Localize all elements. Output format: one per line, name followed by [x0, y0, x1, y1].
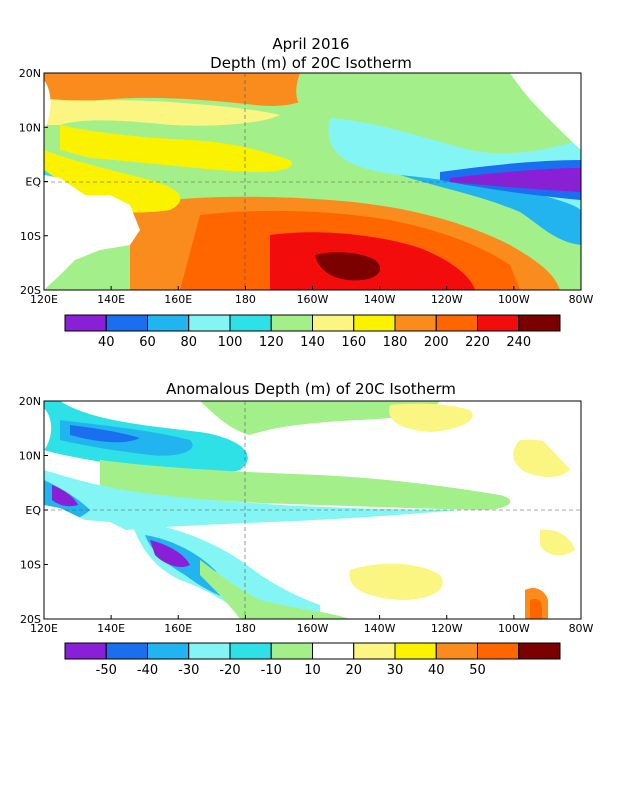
- x-tick-label: 160E: [164, 622, 192, 635]
- colorbar-label: 80: [180, 335, 197, 350]
- bottom-x-tick-labels: 120E 140E 160E 180 160W 140W 120W 100W 80W: [30, 615, 594, 635]
- colorbar-swatch: [394, 314, 437, 332]
- x-tick-label: 80W: [569, 293, 594, 306]
- colorbar-swatch: [353, 314, 396, 332]
- top-depth-map: [44, 73, 581, 290]
- colorbar-label: 20: [345, 663, 362, 678]
- colorbar-swatch: [312, 314, 355, 332]
- top-chart-title: Depth (m) of 20C Isotherm: [210, 54, 412, 72]
- x-tick-label: 120E: [30, 293, 58, 306]
- colorbar-label: 100: [218, 335, 243, 350]
- y-tick-label: 20N: [19, 67, 41, 80]
- top-gridlines: [44, 73, 581, 290]
- x-tick-label: 80W: [569, 622, 594, 635]
- bottom-chart-title: Anomalous Depth (m) of 20C Isotherm: [166, 380, 456, 398]
- colorbar-label: 160: [341, 335, 366, 350]
- colorbar-swatch: [312, 642, 355, 660]
- colorbar-swatch: [435, 314, 478, 332]
- x-tick-label: 160W: [297, 622, 329, 635]
- y-tick-label: 10N: [19, 121, 41, 134]
- top-x-tick-labels: 120E 140E 160E 180 160W 140W 120W 100W 80W: [30, 286, 594, 306]
- colorbar-swatch: [229, 642, 272, 660]
- colorbar-swatch: [394, 642, 437, 660]
- colorbar-swatch: [105, 642, 148, 660]
- colorbar-label: 120: [259, 335, 284, 350]
- x-tick-label: 140W: [364, 622, 396, 635]
- colorbar-label: 30: [387, 663, 404, 678]
- x-tick-label: 160W: [297, 293, 329, 306]
- bottom-colorbar: -50 -40 -30 -20 -10 10 20 30 40 50: [64, 642, 561, 678]
- x-tick-label: 120E: [30, 622, 58, 635]
- colorbar-label: -20: [219, 663, 240, 678]
- x-tick-label: 140W: [364, 293, 396, 306]
- month-title: April 2016: [272, 35, 349, 53]
- colorbar-swatch: [518, 642, 561, 660]
- y-tick-label: 20S: [20, 613, 41, 626]
- colorbar-swatch: [353, 642, 396, 660]
- y-tick-label: 20S: [20, 284, 41, 297]
- colorbar-label: -40: [137, 663, 158, 678]
- colorbar-swatch: [147, 314, 190, 332]
- colorbar-label: 240: [506, 335, 531, 350]
- colorbar-swatch: [64, 642, 107, 660]
- colorbar-swatch: [188, 642, 231, 660]
- y-tick-label: EQ: [25, 504, 41, 517]
- y-tick-label: 20N: [19, 395, 41, 408]
- colorbar-label: 220: [465, 335, 490, 350]
- y-tick-label: 10S: [20, 230, 41, 243]
- x-tick-label: 160E: [164, 293, 192, 306]
- colorbar-swatch: [64, 314, 107, 332]
- y-tick-label: EQ: [25, 176, 41, 189]
- colorbar-swatch: [477, 642, 520, 660]
- y-tick-label: 10S: [20, 559, 41, 572]
- colorbar-swatch: [105, 314, 148, 332]
- top-y-tick-labels: 20N 10N EQ 10S 20S: [19, 67, 48, 297]
- colorbar-label: -10: [261, 663, 282, 678]
- x-tick-label: 120W: [431, 293, 463, 306]
- colorbar-label: -50: [96, 663, 117, 678]
- top-colorbar: 40 60 80 100 120 140 160 180 200 220 240: [64, 314, 561, 350]
- colorbar-swatch: [518, 314, 561, 332]
- colorbar-swatch: [147, 642, 190, 660]
- colorbar-label: 200: [424, 335, 449, 350]
- x-tick-label: 100W: [498, 293, 530, 306]
- y-tick-label: 10N: [19, 450, 41, 463]
- colorbar-label: 180: [383, 335, 408, 350]
- colorbar-label: -30: [178, 663, 199, 678]
- colorbar-swatch: [477, 314, 520, 332]
- x-tick-label: 100W: [498, 622, 530, 635]
- colorbar-label: 10: [304, 663, 321, 678]
- bottom-gridlines: [44, 401, 581, 619]
- x-tick-label: 120W: [431, 622, 463, 635]
- x-tick-label: 140E: [97, 622, 125, 635]
- colorbar-swatch: [270, 642, 313, 660]
- colorbar-swatch: [188, 314, 231, 332]
- colorbar-label: 60: [139, 335, 156, 350]
- colorbar-label: 40: [98, 335, 115, 350]
- x-tick-label: 140E: [97, 293, 125, 306]
- colorbar-swatch: [229, 314, 272, 332]
- x-tick-label: 180: [235, 293, 256, 306]
- colorbar-label: 40: [428, 663, 445, 678]
- bottom-y-tick-labels: 20N 10N EQ 10S 20S: [19, 395, 48, 626]
- colorbar-swatch: [270, 314, 313, 332]
- colorbar-label: 140: [300, 335, 325, 350]
- colorbar-swatch: [435, 642, 478, 660]
- x-tick-label: 180: [235, 622, 256, 635]
- bottom-anomaly-map: [44, 401, 581, 619]
- colorbar-label: 50: [469, 663, 486, 678]
